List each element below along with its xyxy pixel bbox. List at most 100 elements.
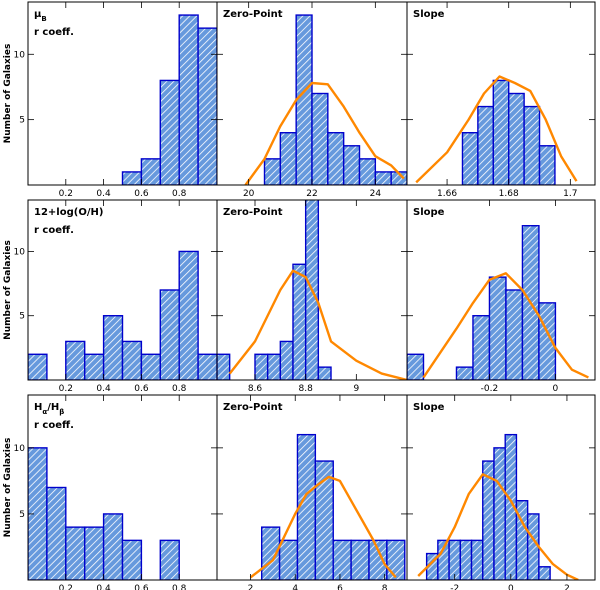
- histogram-bar: [342, 145, 361, 185]
- x-tick-label: 1.66: [437, 189, 457, 199]
- histogram-bar: [121, 340, 143, 380]
- histogram-bar: [523, 105, 541, 185]
- histogram-bar: [121, 539, 143, 580]
- plot-area: [249, 433, 406, 580]
- x-tick-label: 2: [564, 584, 570, 590]
- x-tick-label: 0: [508, 584, 514, 590]
- histogram-bar: [266, 353, 282, 380]
- panel-title: Slope: [413, 9, 445, 20]
- y-tick-label: 10: [14, 444, 26, 454]
- histogram-bar: [386, 539, 406, 580]
- histogram-bar: [358, 158, 377, 185]
- fit-curve-line: [422, 272, 589, 379]
- histogram-bar: [197, 27, 217, 185]
- panel-title: 12+log(O/H): [34, 207, 103, 218]
- panel-subtitle: r coeff.: [34, 420, 74, 431]
- axes-frame: [406, 394, 596, 581]
- x-tick-label: 22: [306, 189, 317, 199]
- fit-curve-line: [228, 269, 407, 380]
- histogram-bar: [263, 158, 282, 185]
- histogram-bar: [178, 250, 199, 380]
- histogram-bar: [368, 539, 388, 580]
- x-tick-label: 0.2: [59, 189, 73, 199]
- panel-ha-hb-zero-point: 2 4 6 8 Zero-Point: [216, 394, 408, 590]
- histogram-bar: [477, 105, 494, 185]
- y-tick-label: 10: [14, 247, 26, 257]
- x-tick-label: 0.2: [59, 384, 73, 394]
- histogram-bar: [46, 486, 67, 580]
- panel-title: μB: [34, 9, 47, 23]
- histogram-bar: [28, 353, 48, 380]
- panel-mu-b-zero-point: 20 22 24 Zero-Point: [216, 1, 408, 199]
- panel-title: Hα/Hβ: [34, 402, 64, 416]
- histogram-bar: [83, 526, 105, 580]
- panel-mu-b-r-coeff: 0.2 0.4 0.6 0.8 5 10 μB r coeff.: [14, 1, 218, 199]
- fit-curve-line: [415, 75, 578, 184]
- histogram-bar: [102, 315, 124, 380]
- x-tick-label: 0.4: [96, 189, 111, 199]
- plot-area: [407, 225, 589, 380]
- histogram-bar: [65, 526, 86, 580]
- histogram-bar: [311, 92, 329, 185]
- histogram-bar: [332, 539, 352, 580]
- panel-title: Zero-Point: [223, 402, 283, 413]
- histogram-bar: [159, 79, 180, 185]
- y-tick-label: 10: [14, 50, 26, 60]
- y-tick-label: 5: [19, 116, 25, 126]
- fit-curve-line: [249, 475, 397, 579]
- x-tick-label: 20: [243, 189, 255, 199]
- fit-curve-line: [417, 473, 579, 580]
- x-tick-label: 9: [353, 384, 359, 394]
- histogram-bar: [159, 289, 180, 380]
- panel-ha-hb-r-coeff: 0.2 0.4 0.6 0.8 5 10 Hα/Hβ r coeff.: [14, 394, 218, 590]
- plot-area: [244, 14, 407, 185]
- histogram-bar: [197, 353, 217, 380]
- plot-area: [28, 250, 217, 380]
- y-tick-label: 5: [19, 510, 25, 520]
- histogram-bar: [350, 539, 370, 580]
- panel-subtitle: r coeff.: [34, 27, 74, 38]
- x-tick-label: 24: [370, 189, 382, 199]
- x-tick-label: 8: [382, 584, 388, 590]
- histogram-bar: [159, 539, 180, 580]
- x-tick-label: -0.2: [481, 384, 499, 394]
- histogram-bar: [279, 340, 294, 380]
- histogram-bar: [121, 171, 143, 185]
- y-axis-label: Number of Galaxies: [3, 438, 13, 538]
- histogram-bar: [407, 353, 425, 380]
- histogram-bar: [538, 145, 556, 185]
- panel-title: Zero-Point: [223, 9, 283, 20]
- histogram-bar: [492, 79, 510, 185]
- x-tick-label: 1.7: [563, 189, 577, 199]
- x-tick-label: 6: [337, 584, 343, 590]
- axes-frame: [406, 199, 596, 381]
- panel-ha-hb-slope: -2 0 2 Slope: [406, 394, 596, 590]
- panel-title: Slope: [413, 207, 445, 218]
- histogram-bar: [508, 92, 525, 185]
- histogram-bar: [279, 132, 297, 185]
- histogram-bar: [83, 353, 105, 380]
- panel-title: Zero-Point: [223, 207, 283, 218]
- histogram-bar: [292, 263, 307, 380]
- x-tick-label: 8.8: [299, 384, 314, 394]
- x-tick-label: 0.6: [134, 189, 149, 199]
- panel-oh-zero-point: 8.6 8.8 9 Zero-Point: [216, 199, 408, 394]
- x-tick-label: 0.8: [172, 189, 187, 199]
- x-tick-label: -2: [450, 584, 459, 590]
- x-tick-label: 2: [248, 584, 254, 590]
- y-tick-label: 5: [19, 312, 25, 322]
- fit-curve-line: [244, 81, 405, 185]
- axes-frame: [406, 1, 596, 186]
- panel-subtitle: r coeff.: [34, 225, 74, 236]
- histogram-bar: [65, 340, 86, 380]
- x-tick-label: 0.4: [96, 384, 111, 394]
- histogram-bar: [538, 566, 551, 580]
- x-tick-label: 1.68: [499, 189, 519, 199]
- histogram-bar: [217, 353, 231, 380]
- x-tick-label: 0: [553, 384, 559, 394]
- x-tick-label: 8.6: [248, 384, 263, 394]
- histogram-bar: [278, 539, 299, 580]
- panel-oh-slope: -0.2 0 Slope: [406, 199, 596, 394]
- histogram-bar: [295, 14, 313, 185]
